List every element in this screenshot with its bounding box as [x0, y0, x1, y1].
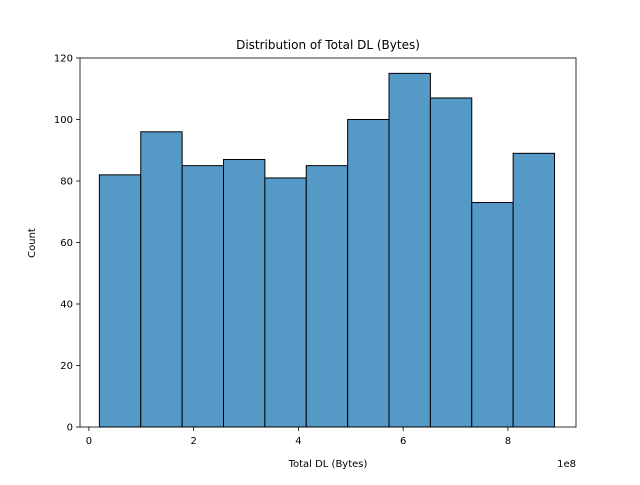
x-tick-label: 2 — [190, 436, 196, 447]
y-axis: 0 20 40 60 80 100 120 — [54, 54, 80, 434]
histogram-bar — [98, 174, 142, 428]
y-tick-label: 40 — [60, 300, 73, 311]
x-axis: 0 2 4 6 8 — [86, 427, 511, 447]
y-tick-label: 120 — [54, 54, 73, 65]
histogram-bar — [264, 177, 307, 428]
x-offset-label: 1e8 — [557, 459, 576, 470]
histogram-bar — [181, 165, 225, 428]
x-tick-label: 8 — [505, 436, 511, 447]
chart-title: Distribution of Total DL (Bytes) — [236, 38, 420, 52]
y-tick-label: 0 — [67, 423, 73, 434]
x-axis-label: Total DL (Bytes) — [288, 459, 368, 470]
y-axis-label: Count — [27, 228, 38, 258]
x-tick-label: 6 — [400, 436, 406, 447]
x-tick-label: 0 — [86, 436, 92, 447]
histogram-bar — [347, 119, 390, 428]
histogram-bar — [305, 165, 349, 428]
histogram-bar — [429, 97, 473, 428]
histogram-bar — [512, 152, 556, 428]
y-tick-label: 20 — [60, 361, 73, 372]
histogram-bar — [223, 158, 266, 428]
y-tick-label: 80 — [60, 177, 73, 188]
histogram-bar — [471, 202, 514, 428]
y-tick-label: 60 — [60, 238, 73, 249]
x-tick-label: 4 — [295, 436, 301, 447]
histogram-bar — [388, 72, 431, 428]
y-tick-label: 100 — [54, 115, 73, 126]
bars-group — [98, 72, 556, 428]
histogram-bar — [140, 131, 183, 428]
